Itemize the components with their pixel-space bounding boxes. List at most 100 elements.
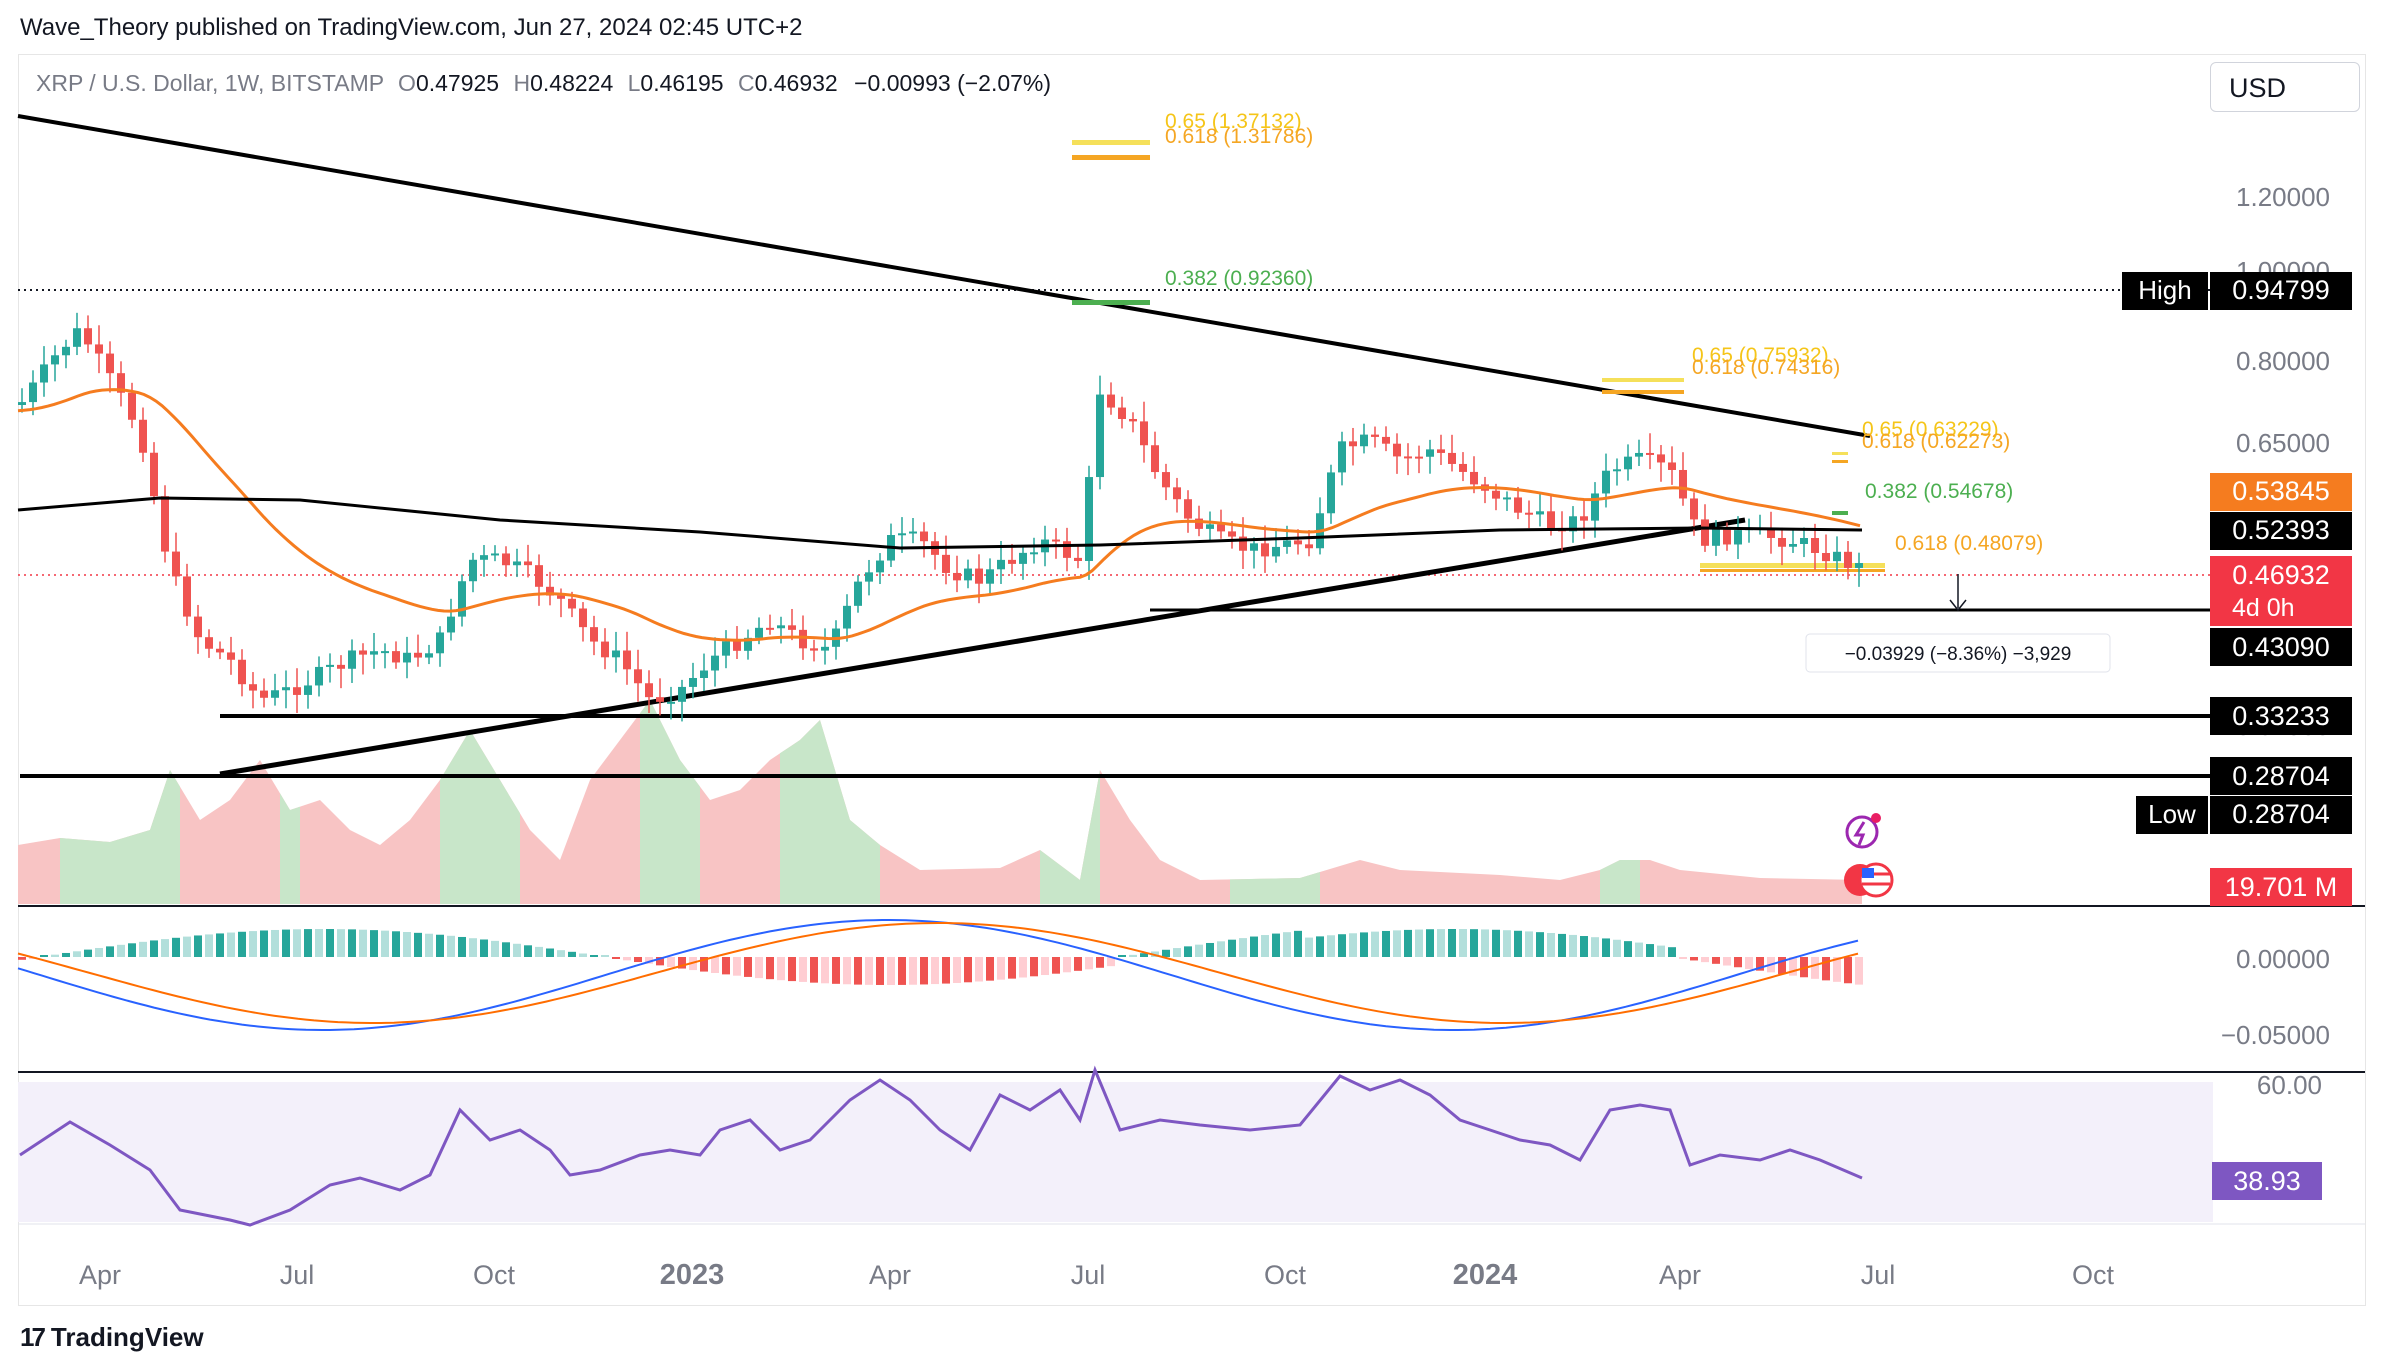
macd-bar [1547,932,1555,957]
macd-bar [1228,939,1236,957]
candle-body [1646,452,1654,455]
candle-body [656,697,664,702]
time-tick: Apr [869,1260,911,1290]
macd-bar [161,939,169,957]
macd-bar [1635,942,1643,957]
macd-bar [95,947,103,957]
macd-bar [260,930,268,957]
macd-bar [1327,935,1335,957]
fib-bar [1072,155,1150,160]
candle-body [1096,394,1104,478]
candle-body [1767,527,1775,538]
fib-label: 0.65 (0.75932) [1692,344,1829,367]
macd-bar [568,951,576,957]
macd-bar [1360,932,1368,957]
candle-body [755,627,763,638]
low-badge-value: 0.28704 [2232,799,2330,829]
macd-bar [711,957,719,974]
candle-body [1338,441,1346,473]
candle-body [238,659,246,685]
macd-bar [766,957,774,980]
macd-bar [150,940,158,957]
low-badge-label: Low [2148,799,2196,829]
time-axis[interactable]: Apr Jul Oct 2023 Apr Jul Oct 2024 Apr Ju… [79,1259,2115,1291]
candle-body [920,531,928,542]
candle-body [128,392,136,420]
time-tick: Oct [2072,1260,2115,1290]
macd-bar [1107,957,1115,967]
candle-body [1811,538,1819,553]
candle-body [1547,511,1555,529]
macd-bar [1162,949,1170,957]
macd-bar [777,957,785,981]
macd-signal-line[interactable] [17,922,1859,1024]
candle-body [106,353,114,374]
symbol-name[interactable]: XRP / U.S. Dollar, 1W, BITSTAMP [36,70,384,96]
support-badge-2-value: 0.33233 [2232,701,2330,731]
fib-label: 0.65 (0.63229) [1862,418,1999,441]
candle-body [1470,471,1478,485]
countdown-value: 4d 0h [2232,594,2295,622]
macd-bar [788,957,796,982]
candle-body [1206,524,1214,529]
macd-bar [535,946,543,957]
support-badge-3-value: 0.28704 [2232,761,2330,791]
macd-bar [645,957,653,964]
close-value: 0.46932 [754,70,838,96]
macd-bar [51,954,59,957]
candle-body [524,561,532,566]
candle-body [1052,539,1060,542]
low-badge: Low 0.28704 [2136,796,2352,834]
macd-bar [1492,929,1500,957]
ascending-trendline[interactable] [219,517,1746,777]
candle-body [821,646,829,651]
macd-bar [117,944,125,957]
price-tick: 1.20000 [2236,182,2330,212]
currency-button[interactable]: USD [2210,62,2360,112]
macd-bar [920,957,928,985]
volume-area [18,700,1862,904]
macd-bar [964,957,972,983]
macd-bar [1305,937,1313,957]
candle-body [205,637,213,649]
rsi-tick: 60.00 [2257,1070,2322,1100]
high-badge-label: High [2138,275,2191,305]
descending-trendline[interactable] [17,114,1871,438]
flash-icon[interactable] [1845,813,1881,849]
macd-tick: −0.05000 [2221,1020,2330,1050]
candle-body [1294,540,1302,545]
candle-body [227,652,235,660]
sma-badge: 0.52393 [2210,512,2352,550]
candle-body [1723,528,1731,545]
ema-line[interactable] [17,388,1861,642]
macd-bar [194,935,202,957]
candle-body [480,555,488,560]
macd-bar [1646,944,1654,957]
tradingview-footer[interactable]: 17 TradingView [20,1322,204,1353]
macd-bar [1085,957,1093,970]
candle-body [1459,463,1467,472]
rsi-line[interactable] [19,1065,1863,1227]
candle-body [315,666,323,686]
sma-line[interactable] [17,496,1863,550]
candle-body [579,608,587,628]
volume-fill-green [640,700,700,904]
candle-body [304,685,312,695]
macd-bar [843,957,851,985]
us-flag-icon[interactable] [1844,862,1894,898]
candlestick-series[interactable] [18,312,1863,722]
macd-bar [832,957,840,984]
macd-bar [557,950,565,957]
time-tick: 2023 [660,1259,725,1291]
candle-body [766,627,774,630]
candle-body [689,677,697,687]
support-badge-1-value: 0.43090 [2232,632,2330,662]
macd-bar [909,957,917,985]
candle-body [1063,541,1071,558]
candle-body [1415,456,1423,459]
macd-bar [425,933,433,957]
candle-body [1580,516,1588,521]
measure-box[interactable] [1805,633,2111,673]
time-tick: 2024 [1453,1259,1518,1291]
